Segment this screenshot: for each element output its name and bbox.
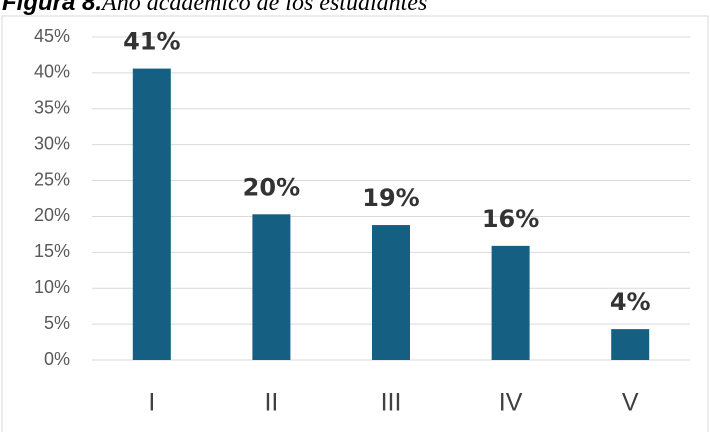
- value-label: 19%: [362, 184, 419, 212]
- bar: [491, 245, 530, 360]
- bar: [132, 68, 171, 361]
- x-tick-label: I: [148, 389, 155, 417]
- y-tick-label: 40%: [34, 62, 70, 82]
- value-label: 20%: [243, 173, 300, 201]
- title-text: Año académico de los estudiantes: [100, 0, 427, 16]
- y-tick-label: 45%: [34, 26, 70, 46]
- y-tick-label: 25%: [34, 169, 70, 189]
- y-tick-label: 5%: [44, 313, 70, 333]
- x-tick-label: IV: [499, 389, 523, 417]
- title-prefix: Figura 8.: [2, 0, 102, 16]
- x-tick-label: V: [622, 389, 639, 417]
- y-tick-label: 30%: [34, 133, 70, 153]
- bar: [611, 329, 650, 360]
- value-label: 16%: [482, 205, 539, 233]
- chart-frame: [1, 15, 709, 432]
- x-tick-label: III: [381, 389, 402, 417]
- bar: [372, 225, 410, 360]
- y-tick-label: 15%: [34, 241, 70, 261]
- x-tick-label: II: [264, 389, 278, 417]
- y-tick-label: 0%: [44, 349, 70, 369]
- value-label: 4%: [610, 288, 651, 316]
- y-tick-label: 20%: [34, 205, 70, 225]
- bar: [252, 214, 291, 360]
- y-tick-label: 10%: [34, 277, 70, 297]
- y-tick-label: 35%: [34, 98, 70, 118]
- chart-title: Figura 8.Año académico de los estudiante…: [2, 0, 427, 16]
- value-label: 41%: [123, 28, 180, 56]
